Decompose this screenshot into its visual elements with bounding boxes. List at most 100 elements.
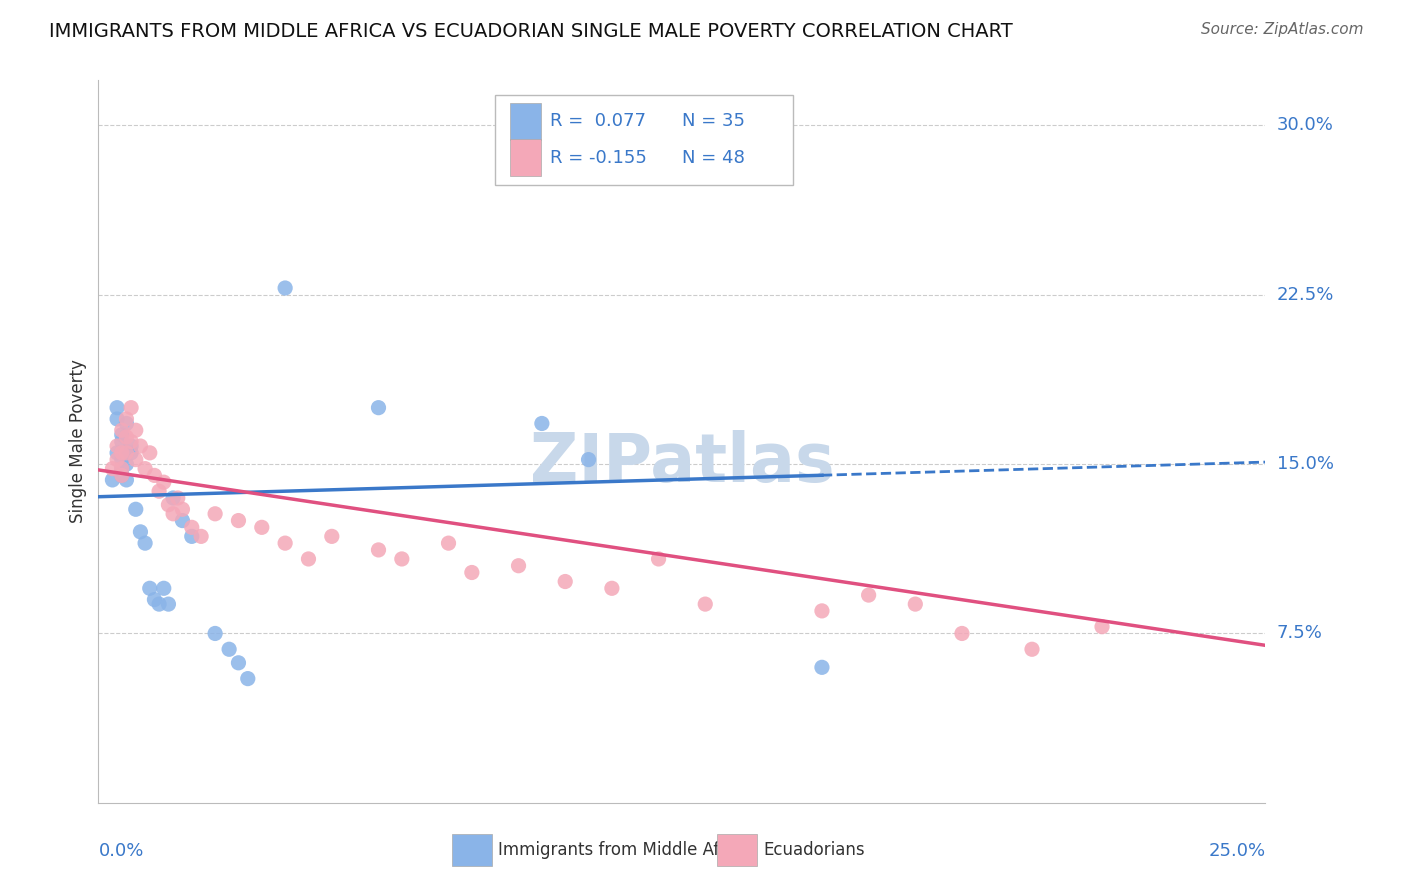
Point — [157, 498, 180, 512]
Point — [811, 660, 834, 674]
Point — [1091, 620, 1114, 634]
Point — [152, 582, 174, 596]
Point — [134, 461, 156, 475]
Point — [105, 439, 128, 453]
Point — [950, 626, 973, 640]
Point — [321, 529, 343, 543]
Point — [120, 439, 142, 453]
Text: Immigrants from Middle Africa: Immigrants from Middle Africa — [498, 841, 749, 859]
Point — [111, 427, 134, 442]
Point — [508, 558, 530, 573]
FancyBboxPatch shape — [451, 834, 492, 865]
Point — [180, 529, 202, 543]
Point — [367, 401, 389, 415]
Point — [115, 417, 138, 431]
Point — [125, 502, 148, 516]
Point — [152, 475, 174, 490]
Point — [461, 566, 484, 580]
Point — [120, 434, 142, 449]
Point — [162, 491, 184, 505]
Point — [105, 446, 128, 460]
Point — [115, 430, 138, 444]
Point — [190, 529, 212, 543]
Point — [111, 446, 134, 460]
Point — [111, 461, 134, 475]
Point — [811, 604, 834, 618]
Point — [115, 446, 138, 460]
Point — [143, 592, 166, 607]
Point — [172, 502, 194, 516]
Point — [111, 434, 134, 449]
Point — [111, 423, 134, 437]
Text: IMMIGRANTS FROM MIDDLE AFRICA VS ECUADORIAN SINGLE MALE POVERTY CORRELATION CHAR: IMMIGRANTS FROM MIDDLE AFRICA VS ECUADOR… — [49, 22, 1012, 41]
Point — [129, 439, 152, 453]
Point — [139, 582, 162, 596]
Point — [600, 582, 623, 596]
Text: R =  0.077: R = 0.077 — [550, 112, 645, 130]
Point — [578, 452, 600, 467]
Point — [157, 597, 180, 611]
Text: N = 48: N = 48 — [682, 149, 745, 167]
Point — [204, 507, 226, 521]
Point — [530, 417, 553, 431]
Point — [148, 484, 170, 499]
Point — [111, 461, 134, 475]
Point — [105, 401, 128, 415]
Point — [904, 597, 927, 611]
Text: R = -0.155: R = -0.155 — [550, 149, 647, 167]
Point — [367, 542, 389, 557]
FancyBboxPatch shape — [495, 95, 793, 185]
Point — [554, 574, 576, 589]
Point — [218, 642, 240, 657]
Text: 15.0%: 15.0% — [1277, 455, 1333, 473]
Point — [250, 520, 273, 534]
Y-axis label: Single Male Poverty: Single Male Poverty — [69, 359, 87, 524]
Point — [647, 552, 669, 566]
Point — [111, 452, 134, 467]
Point — [437, 536, 460, 550]
Point — [139, 446, 162, 460]
Point — [228, 656, 250, 670]
Point — [763, 141, 786, 155]
Point — [391, 552, 413, 566]
Point — [148, 597, 170, 611]
Point — [228, 514, 250, 528]
Point — [274, 536, 297, 550]
Point — [180, 520, 202, 534]
FancyBboxPatch shape — [717, 834, 756, 865]
Point — [105, 412, 128, 426]
Text: 30.0%: 30.0% — [1277, 117, 1333, 135]
Point — [111, 468, 134, 483]
FancyBboxPatch shape — [510, 139, 541, 177]
Point — [172, 514, 194, 528]
Point — [115, 457, 138, 471]
Point — [125, 452, 148, 467]
Text: ZIPatlas: ZIPatlas — [530, 430, 834, 496]
Point — [204, 626, 226, 640]
Point — [162, 507, 184, 521]
Point — [166, 491, 188, 505]
Point — [129, 524, 152, 539]
Text: Ecuadorians: Ecuadorians — [763, 841, 865, 859]
Point — [101, 461, 124, 475]
Point — [111, 468, 134, 483]
FancyBboxPatch shape — [510, 103, 541, 140]
Point — [1021, 642, 1043, 657]
Point — [125, 423, 148, 437]
Text: 0.0%: 0.0% — [98, 842, 143, 860]
Text: N = 35: N = 35 — [682, 112, 745, 130]
Point — [115, 446, 138, 460]
Text: 22.5%: 22.5% — [1277, 285, 1334, 304]
Point — [858, 588, 880, 602]
Point — [115, 473, 138, 487]
Text: Source: ZipAtlas.com: Source: ZipAtlas.com — [1201, 22, 1364, 37]
Point — [105, 452, 128, 467]
Point — [120, 446, 142, 460]
Text: 25.0%: 25.0% — [1208, 842, 1265, 860]
Point — [120, 401, 142, 415]
Point — [115, 412, 138, 426]
Point — [101, 473, 124, 487]
Text: 7.5%: 7.5% — [1277, 624, 1323, 642]
Point — [297, 552, 319, 566]
Point — [236, 672, 259, 686]
